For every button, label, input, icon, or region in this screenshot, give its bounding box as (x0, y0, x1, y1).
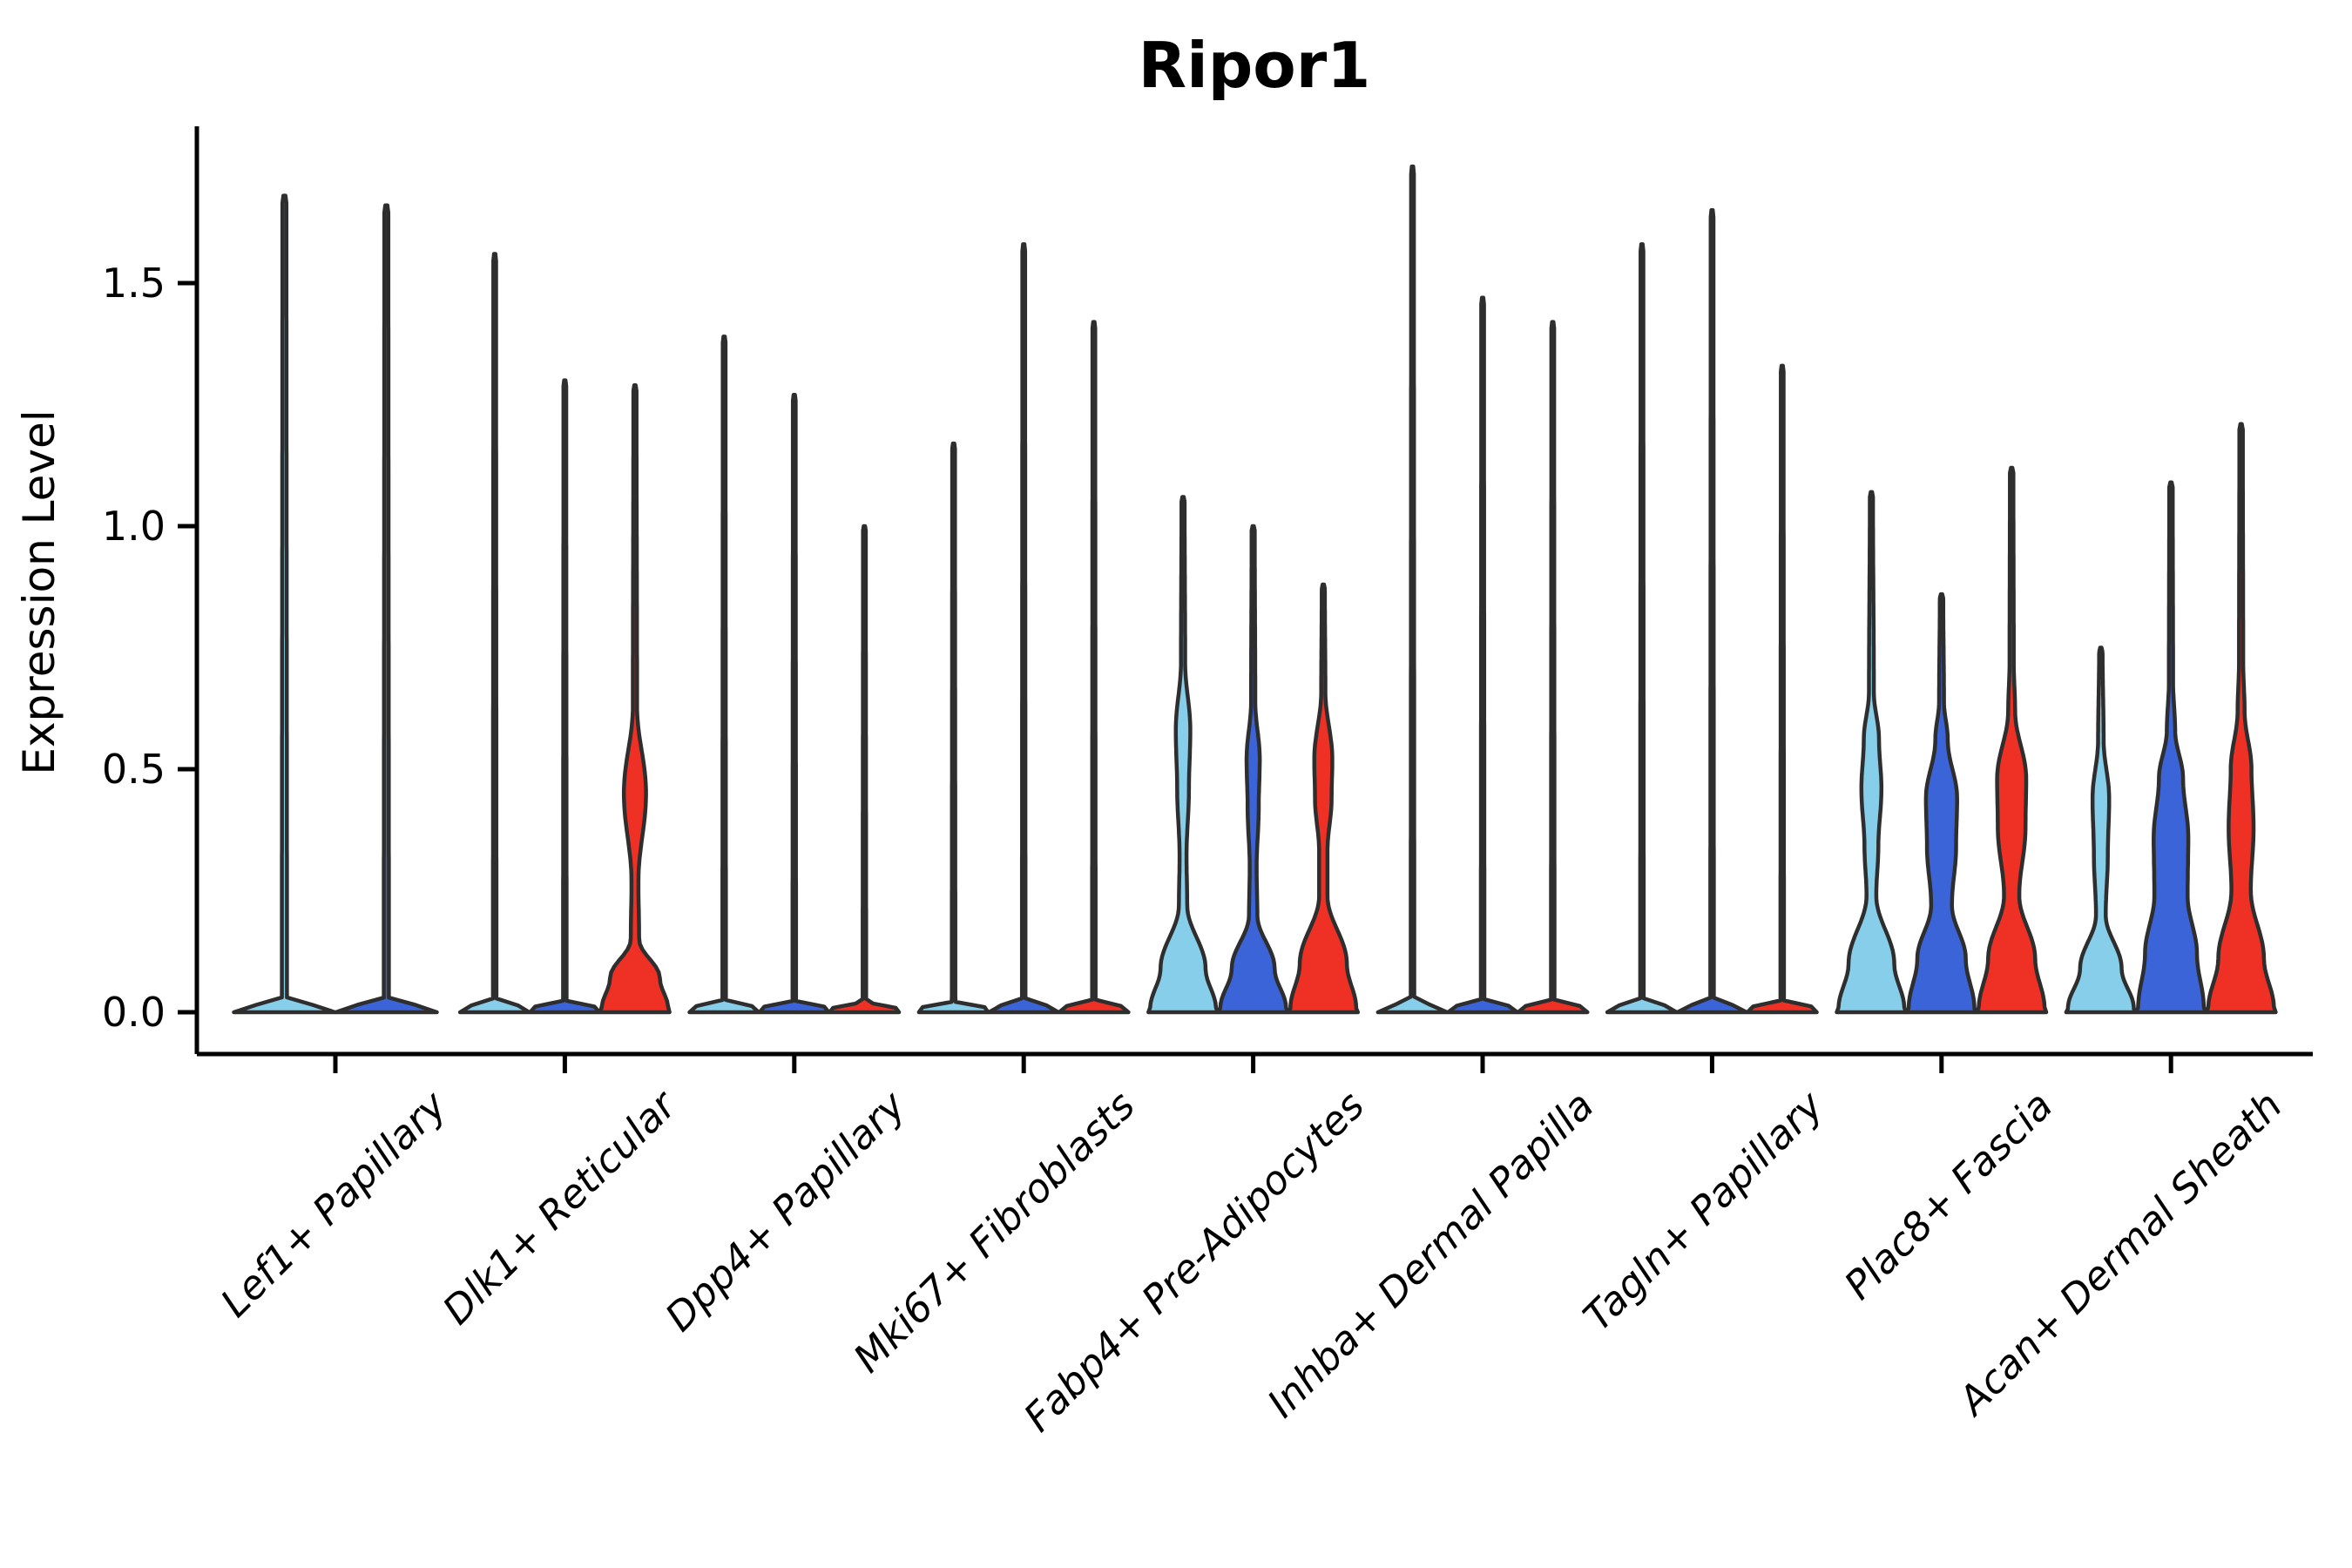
violin (457, 252, 531, 1015)
violin-bodies (232, 164, 2278, 1015)
violin-group (916, 242, 1131, 1015)
violin-group (1605, 208, 1819, 1015)
violin (2134, 480, 2208, 1015)
violin (1975, 465, 2049, 1015)
violin (687, 335, 761, 1015)
violin-group (232, 193, 439, 1015)
violin-group (1375, 164, 1590, 1015)
chart-title: Ripor1 (1139, 29, 1371, 102)
violin (334, 203, 439, 1015)
violin (757, 393, 831, 1015)
violin-group (1146, 495, 1361, 1015)
violin (1605, 242, 1679, 1015)
violin-group (2064, 422, 2278, 1015)
violin (1835, 490, 1909, 1015)
violin (528, 378, 602, 1015)
violin (2204, 422, 2278, 1015)
x-tick-label: Dlk1+ Reticular (434, 1081, 686, 1334)
violin (1146, 495, 1220, 1015)
violin (1904, 591, 1978, 1015)
violin (2064, 645, 2138, 1015)
violin (1675, 208, 1749, 1015)
y-tick-label: 0.5 (102, 746, 166, 793)
violin (828, 524, 902, 1015)
violin (1216, 524, 1290, 1015)
y-tick-label: 1.5 (102, 260, 166, 307)
x-tick-label: Tagln+ Papillary (1574, 1081, 1833, 1340)
violin-group (687, 335, 902, 1015)
violin (916, 441, 990, 1015)
violin (598, 382, 672, 1015)
violin (1057, 320, 1131, 1015)
violin-group (1835, 465, 2049, 1015)
y-tick-label: 1.0 (102, 503, 166, 550)
violin (232, 193, 337, 1015)
x-tick-label: Dpp4+ Papillary (656, 1081, 915, 1340)
violin-group (457, 252, 672, 1015)
y-axis-label: Expression Level (14, 409, 64, 774)
violin (1745, 363, 1819, 1015)
violin (1516, 320, 1590, 1015)
violin (987, 242, 1061, 1015)
violin (1375, 164, 1450, 1015)
violin (1446, 295, 1520, 1015)
violin (1287, 582, 1361, 1015)
y-tick-label: 0.0 (102, 989, 166, 1036)
x-tick-label: Plac8+ Fascia (1835, 1082, 2062, 1308)
y-axis-ticks: 0.0 0.5 1.0 1.5 (102, 260, 197, 1036)
x-tick-label: Lef1+ Papillary (212, 1081, 456, 1326)
